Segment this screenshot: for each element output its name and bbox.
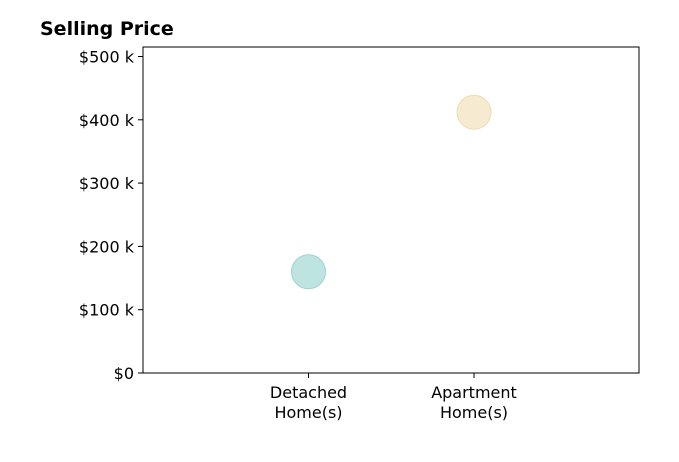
- y-tick-label: $200 k: [79, 237, 135, 256]
- plot-area-frame: [142, 46, 640, 374]
- y-tick-label: $300 k: [79, 174, 135, 193]
- y-tick-label: $500 k: [79, 47, 135, 66]
- y-tick-label: $100 k: [79, 301, 135, 320]
- chart-title: Selling Price: [40, 18, 174, 40]
- data-point: [291, 254, 326, 290]
- x-tick-label: Detached Home(s): [270, 383, 347, 422]
- y-tick-label: $400 k: [79, 111, 135, 130]
- x-tick-label: Apartment Home(s): [431, 383, 517, 422]
- y-tick-label: $0: [114, 364, 134, 383]
- data-points: [291, 94, 492, 290]
- data-point: [456, 94, 492, 130]
- x-axis: Detached Home(s) Apartment Home(s): [270, 373, 517, 422]
- y-axis: $0 $100 k $200 k $300 k $400 k $500 k: [79, 47, 143, 383]
